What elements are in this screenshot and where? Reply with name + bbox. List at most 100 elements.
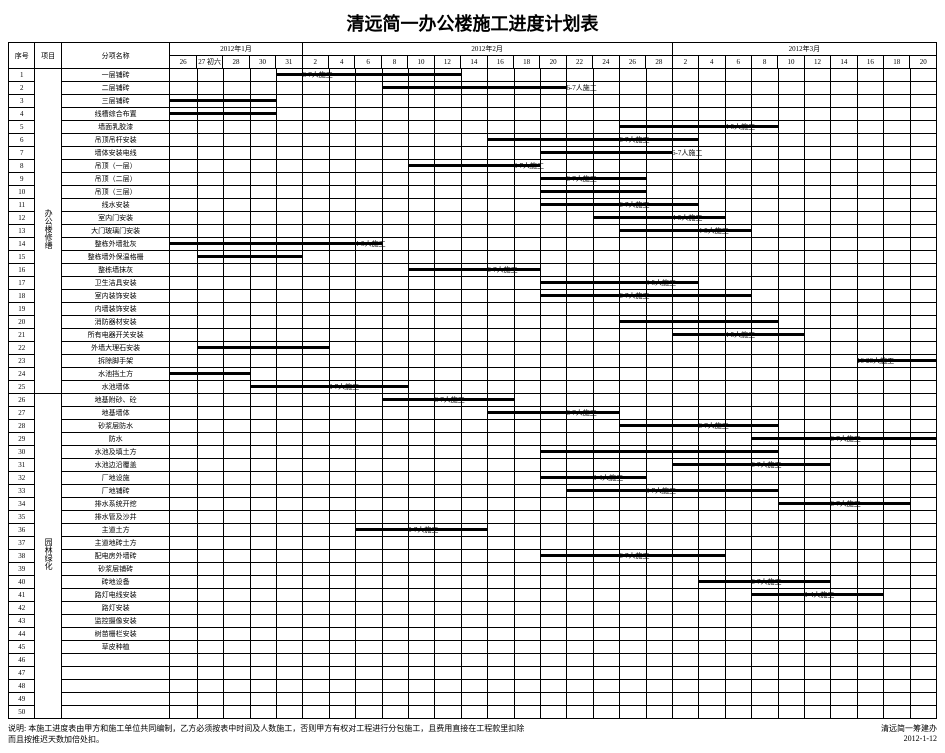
seq-cell: 21 (9, 329, 35, 342)
gantt-bar (540, 151, 672, 154)
seq-cell: 27 (9, 407, 35, 420)
task-cell: 主道地砖土方 (61, 537, 170, 550)
bar-area: 6-7人施工 (170, 147, 937, 160)
task-cell: 水池挡土方 (61, 368, 170, 381)
bar-area: 6-7人施工 (170, 524, 937, 537)
bar-area (170, 108, 937, 121)
bar-label: 3-4人施工 (593, 472, 623, 484)
task-cell: 排水系统开挖 (61, 498, 170, 511)
bar-area: 3-4人施工 (170, 472, 937, 485)
seq-cell: 34 (9, 498, 35, 511)
day-header: 2 (302, 56, 328, 69)
seq-cell: 31 (9, 459, 35, 472)
day-header: 4 (329, 56, 355, 69)
bar-label: 6-7人施工 (619, 550, 649, 562)
seq-cell: 37 (9, 537, 35, 550)
bar-label: 4-5人施工 (698, 225, 728, 237)
bar-area: 4-5人施工 (170, 329, 937, 342)
day-header: 8 (381, 56, 407, 69)
project-cell: 办公楼修缮 (35, 69, 61, 394)
task-cell (61, 680, 170, 693)
seq-cell: 16 (9, 264, 35, 277)
seq-cell: 3 (9, 95, 35, 108)
task-cell: 地基附砂、砼 (61, 394, 170, 407)
bar-label: 6-7人施工 (566, 407, 596, 419)
bar-area: 6-7人施工 (170, 264, 937, 277)
task-cell: 吊顶（二层） (61, 173, 170, 186)
bar-area: 4-5人施工 (170, 212, 937, 225)
day-header: 18 (884, 56, 910, 69)
gantt-bar (170, 242, 381, 245)
day-header: 28 (646, 56, 673, 69)
seq-cell: 48 (9, 680, 35, 693)
month-header: 2012年2月 (302, 43, 672, 56)
seq-cell: 12 (9, 212, 35, 225)
bar-area (170, 602, 937, 615)
gantt-bar (619, 229, 751, 232)
bar-label: 6-7人施工 (646, 485, 676, 497)
bar-label: 6-7人施工 (672, 147, 702, 159)
bar-area: 6-7人施工 (170, 134, 937, 147)
gantt-bar (540, 190, 646, 193)
task-cell: 排水管及沙井 (61, 511, 170, 524)
day-header: 27 初六 (196, 56, 222, 69)
bar-label: 3-4人施工 (804, 589, 834, 601)
seq-cell: 25 (9, 381, 35, 394)
gantt-bar (619, 320, 777, 323)
day-header: 16 (857, 56, 883, 69)
bar-area: 6-7人施工 (170, 394, 937, 407)
seq-cell: 47 (9, 667, 35, 680)
bar-label: 4-5人施工 (672, 212, 702, 224)
bar-label: 4-5人施工 (646, 277, 676, 289)
task-cell: 厂地设施 (61, 472, 170, 485)
bar-area: 4-5人施工 (170, 238, 937, 251)
bar-area (170, 95, 937, 108)
day-header: 26 (619, 56, 645, 69)
seq-cell: 35 (9, 511, 35, 524)
task-cell: 厂地铺砖 (61, 485, 170, 498)
day-header: 26 (170, 56, 196, 69)
seq-cell: 5 (9, 121, 35, 134)
seq-cell: 1 (9, 69, 35, 82)
day-header: 6 (725, 56, 751, 69)
bar-area: 6-7人施工 (170, 199, 937, 212)
bar-area: 4-5人施工 (170, 277, 937, 290)
seq-cell: 33 (9, 485, 35, 498)
bar-area: 6-7人施工 (170, 433, 937, 446)
bar-area: 6-7人施工 (170, 420, 937, 433)
day-header: 18 (513, 56, 539, 69)
seq-cell: 2 (9, 82, 35, 95)
gantt-bar (170, 99, 276, 102)
bar-area (170, 446, 937, 459)
task-cell: 水池及填土方 (61, 446, 170, 459)
task-cell: 二层铺砖 (61, 82, 170, 95)
day-header: 24 (593, 56, 619, 69)
task-cell: 砂浆层铺砖 (61, 563, 170, 576)
bar-area: 4-5人施工 (170, 121, 937, 134)
bar-label: 6-7人施工 (566, 82, 596, 94)
task-cell: 地基墙体 (61, 407, 170, 420)
col-task-header: 分项名称 (61, 43, 170, 69)
seq-cell: 4 (9, 108, 35, 121)
task-cell (61, 706, 170, 719)
bar-label: 6-7人施工 (619, 134, 649, 146)
task-cell: 拆除脚手架 (61, 355, 170, 368)
bar-label: 6-7人施工 (751, 576, 781, 588)
seq-cell: 20 (9, 316, 35, 329)
seq-cell: 6 (9, 134, 35, 147)
gantt-bar (540, 450, 778, 453)
seq-cell: 32 (9, 472, 35, 485)
page-title: 清远简一办公楼施工进度计划表 (8, 10, 937, 36)
seq-cell: 8 (9, 160, 35, 173)
bar-area: 6-7人施工 (170, 173, 937, 186)
bar-area (170, 316, 937, 329)
task-cell: 水池边沿覆盖 (61, 459, 170, 472)
bar-label: 6-7人施工 (830, 433, 860, 445)
task-cell: 线槽综合布置 (61, 108, 170, 121)
gantt-bar (170, 112, 276, 115)
bar-label: 4-5人施工 (725, 121, 755, 133)
bar-area: 6-7人施工 (170, 69, 937, 82)
task-cell: 树苗栅栏安装 (61, 628, 170, 641)
gantt-bar (197, 346, 329, 349)
seq-cell: 15 (9, 251, 35, 264)
